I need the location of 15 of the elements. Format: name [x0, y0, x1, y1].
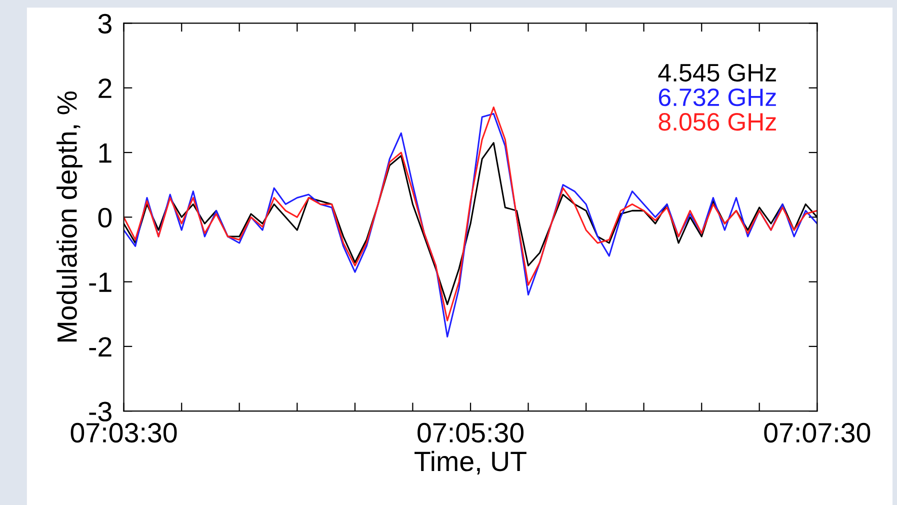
x-axis-title: Time, UT	[414, 450, 526, 475]
text: 8.056 GHz	[658, 113, 776, 131]
x-tick-label: 07:07:30	[764, 422, 870, 443]
legend-label: 4.545 GHz	[658, 64, 776, 82]
y-tick-label: 2	[98, 78, 112, 98]
text: 6.732 GHz	[658, 88, 776, 106]
y-axis-title: Modulation depth, %	[56, 92, 82, 342]
y-tick-label: -2	[89, 337, 112, 356]
y-tick-label: 0	[98, 208, 112, 228]
x-tick-label: 07:05:30	[418, 422, 524, 443]
y-tick-label: 3	[98, 14, 112, 34]
y-tick-label: -1	[89, 272, 112, 292]
x-tick-label: 07:03:30	[70, 422, 177, 443]
y-tick-label: 1	[99, 143, 112, 163]
y-tick-label: -3	[89, 402, 112, 422]
